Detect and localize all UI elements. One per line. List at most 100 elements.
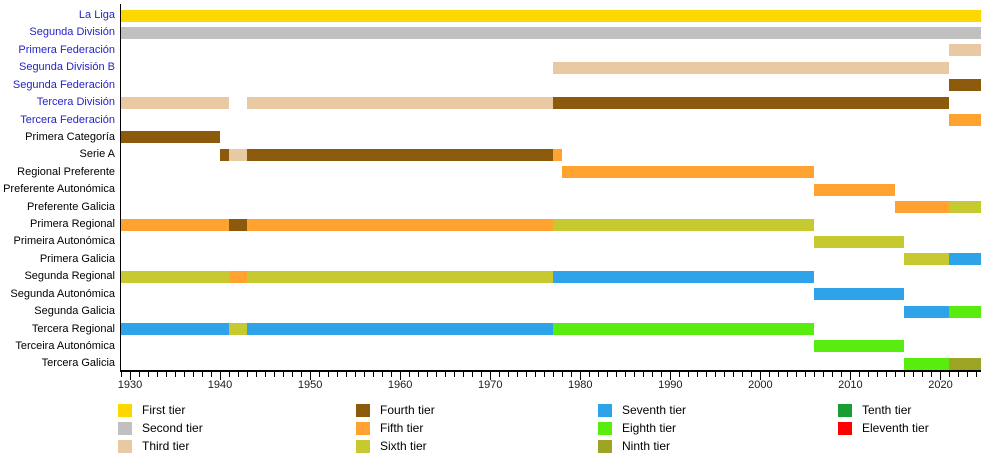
x-axis-major-tick bbox=[580, 371, 582, 380]
x-axis-minor-tick bbox=[841, 371, 843, 377]
legend-swatch-tenth-tier bbox=[838, 404, 852, 417]
x-axis-minor-tick bbox=[274, 371, 276, 377]
row-label-tercera-federaci-n[interactable]: Tercera Federación bbox=[20, 113, 115, 126]
x-axis-minor-tick bbox=[688, 371, 690, 377]
timeline-bar-segment bbox=[949, 44, 981, 57]
row-label-segunda-divisi-n[interactable]: Segunda División bbox=[29, 26, 115, 39]
timeline-bar-segment bbox=[814, 235, 905, 248]
legend-swatch-eighth-tier bbox=[598, 422, 612, 435]
x-axis-minor-tick bbox=[733, 371, 735, 377]
x-axis-minor-tick bbox=[616, 371, 618, 377]
x-axis-minor-tick bbox=[877, 371, 879, 377]
timeline-bar-segment bbox=[553, 218, 815, 231]
x-axis-minor-tick bbox=[823, 371, 825, 377]
x-axis-minor-tick bbox=[607, 371, 609, 377]
x-axis-minor-tick bbox=[499, 371, 501, 377]
x-axis-minor-tick bbox=[958, 371, 960, 377]
x-axis-minor-tick bbox=[571, 371, 573, 377]
timeline-bar-segment bbox=[904, 305, 950, 318]
x-axis-minor-tick bbox=[373, 371, 375, 377]
x-axis-minor-tick bbox=[859, 371, 861, 377]
x-axis-tick-label: 1980 bbox=[568, 379, 593, 391]
row-label-regional-preferente: Regional Preferente bbox=[17, 165, 115, 178]
legend-label: Eighth tier bbox=[622, 421, 677, 435]
timeline-bar-segment bbox=[229, 323, 248, 336]
x-axis-minor-tick bbox=[544, 371, 546, 377]
x-axis-minor-tick bbox=[715, 371, 717, 377]
x-axis-minor-tick bbox=[643, 371, 645, 377]
x-axis-minor-tick bbox=[283, 371, 285, 377]
x-axis-minor-tick bbox=[634, 371, 636, 377]
x-axis-minor-tick bbox=[526, 371, 528, 377]
legend-label: Fifth tier bbox=[380, 421, 424, 435]
x-axis-minor-tick bbox=[724, 371, 726, 377]
legend-swatch-first-tier bbox=[118, 404, 132, 417]
timeline-bar-segment bbox=[229, 148, 248, 161]
x-axis-minor-tick bbox=[328, 371, 330, 377]
x-axis-minor-tick bbox=[949, 371, 951, 377]
x-axis-minor-tick bbox=[652, 371, 654, 377]
timeline-bar-segment bbox=[553, 148, 563, 161]
row-label-primera-federaci-n[interactable]: Primera Federación bbox=[18, 43, 115, 56]
timeline-bar-segment bbox=[814, 288, 905, 301]
x-axis-minor-tick bbox=[139, 371, 140, 377]
row-label-serie-a: Serie A bbox=[79, 148, 115, 161]
timeline-bar-segment bbox=[553, 270, 815, 283]
timeline-bar-segment bbox=[121, 96, 230, 109]
row-label-segunda-divisi-n-b[interactable]: Segunda División B bbox=[18, 61, 115, 74]
timeline-bar-segment bbox=[247, 218, 554, 231]
timeline-bar-segment bbox=[247, 323, 554, 336]
row-label-primeira-auton-mica: Primeira Autonómica bbox=[13, 235, 116, 248]
x-axis-minor-tick bbox=[517, 371, 519, 377]
x-axis-minor-tick bbox=[913, 371, 915, 377]
timeline-bar-segment bbox=[121, 323, 230, 336]
x-axis-minor-tick bbox=[211, 371, 213, 377]
x-axis-minor-tick bbox=[175, 371, 177, 377]
row-label-tercera-divisi-n[interactable]: Tercera División bbox=[36, 96, 115, 109]
timeline-bar-segment bbox=[949, 201, 981, 214]
x-axis-minor-tick bbox=[814, 371, 816, 377]
x-axis-minor-tick bbox=[337, 371, 339, 377]
legend-label: Fourth tier bbox=[380, 403, 435, 417]
row-label-primera-regional: Primera Regional bbox=[30, 218, 115, 231]
x-axis-minor-tick bbox=[967, 371, 969, 377]
x-axis-minor-tick bbox=[238, 371, 240, 377]
x-axis-minor-tick bbox=[625, 371, 627, 377]
timeline-bar-segment bbox=[904, 357, 950, 370]
legend-label: Third tier bbox=[142, 439, 190, 453]
legend-swatch-eleventh-tier bbox=[838, 422, 852, 435]
x-axis-minor-tick bbox=[247, 371, 249, 377]
legend-label: Seventh tier bbox=[622, 403, 687, 417]
x-axis-line bbox=[119, 370, 981, 372]
x-axis-minor-tick bbox=[697, 371, 699, 377]
row-label-primera-galicia: Primera Galicia bbox=[39, 252, 115, 265]
x-axis-tick-label: 1960 bbox=[387, 379, 413, 391]
x-axis-major-tick bbox=[220, 371, 222, 380]
x-axis-minor-tick bbox=[364, 371, 366, 377]
x-axis-minor-tick bbox=[832, 371, 834, 377]
x-axis-minor-tick bbox=[193, 371, 195, 377]
timeline-bar-segment bbox=[220, 148, 230, 161]
x-axis-minor-tick bbox=[868, 371, 870, 377]
timeline-bar-segment bbox=[949, 253, 981, 266]
x-axis-minor-tick bbox=[886, 371, 888, 377]
timeline-bar-segment bbox=[949, 357, 981, 370]
row-label-la-liga[interactable]: La Liga bbox=[78, 9, 115, 21]
timeline-bar-segment bbox=[553, 323, 815, 336]
legend-swatch-seventh-tier bbox=[598, 404, 612, 417]
row-label-primera-categor-a: Primera Categoría bbox=[25, 130, 115, 143]
timeline-bar-segment bbox=[814, 340, 905, 353]
x-axis-minor-tick bbox=[922, 371, 924, 377]
x-axis-minor-tick bbox=[661, 371, 663, 377]
timeline-bar-segment bbox=[949, 305, 981, 318]
timeline-bar-segment bbox=[247, 148, 554, 161]
x-axis-major-tick bbox=[400, 371, 402, 380]
row-label-segunda-federaci-n[interactable]: Segunda Federación bbox=[12, 78, 115, 91]
x-axis-minor-tick bbox=[895, 371, 897, 377]
x-axis-minor-tick bbox=[454, 371, 456, 377]
x-axis-minor-tick bbox=[769, 371, 771, 377]
x-axis-minor-tick bbox=[319, 371, 321, 377]
x-axis-major-tick bbox=[310, 371, 312, 380]
x-axis-minor-tick bbox=[751, 371, 753, 377]
x-axis-minor-tick bbox=[904, 371, 906, 377]
